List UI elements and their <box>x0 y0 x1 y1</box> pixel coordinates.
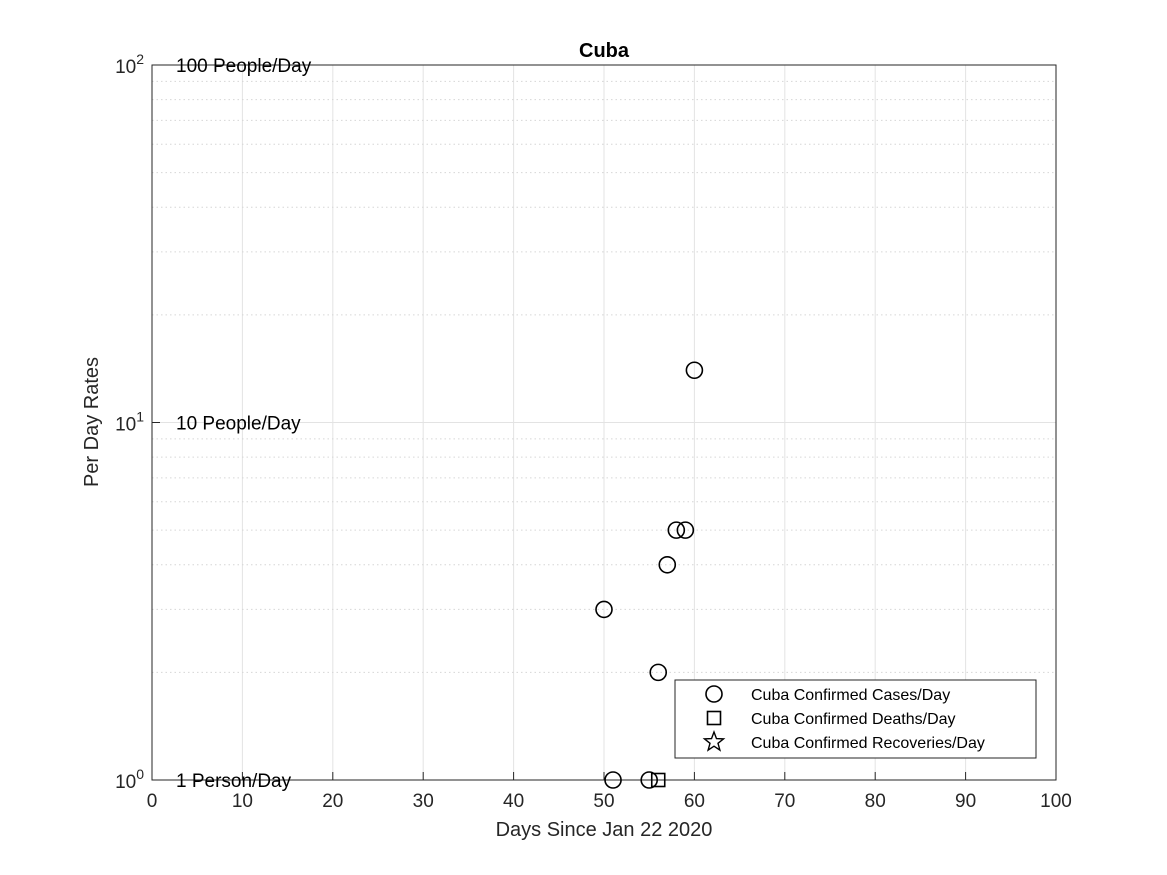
legend-label: Cuba Confirmed Deaths/Day <box>751 711 956 728</box>
legend-marker-circle <box>705 685 723 703</box>
cases-point <box>640 771 659 789</box>
x-tick-label: 10 <box>232 791 253 812</box>
cases-point <box>676 521 695 539</box>
x-tick-label: 40 <box>503 791 524 812</box>
legend-label: Cuba Confirmed Recoveries/Day <box>751 735 985 752</box>
y-tick-label: 102 <box>115 51 144 78</box>
cases-point <box>595 600 613 619</box>
annotation-label: 100 People/Day <box>176 56 312 77</box>
x-tick-label: 50 <box>593 791 614 812</box>
grid <box>152 65 1056 780</box>
data-marks <box>595 361 704 789</box>
cases-point <box>649 663 668 682</box>
y-axis-label: Per Day Rates <box>81 357 103 487</box>
legend-marker-star <box>702 730 726 752</box>
chart-title: Cuba <box>579 40 630 62</box>
x-tick-label: 80 <box>865 791 886 812</box>
cases-point <box>667 521 686 539</box>
x-tick-label: 20 <box>322 791 343 812</box>
cases-point <box>604 771 622 789</box>
annotation-label: 1 Person/Day <box>176 771 292 792</box>
legend-marker-square <box>706 710 722 726</box>
legend: Cuba Confirmed Cases/Day Cuba Confirmed D… <box>674 679 1037 759</box>
annotation-label: 10 People/Day <box>176 414 301 435</box>
legend-label: Cuba Confirmed Cases/Day <box>751 687 950 704</box>
ticks: 0 10 20 30 40 50 60 70 80 90 100 100 101 102 <box>115 51 1072 812</box>
y-tick-label: 101 <box>115 409 144 436</box>
x-tick-label: 100 <box>1040 791 1072 812</box>
y-tick-label: 100 <box>115 766 144 793</box>
x-tick-label: 0 <box>147 791 158 812</box>
cases-point <box>685 361 704 380</box>
x-tick-label: 90 <box>955 791 976 812</box>
x-tick-label: 70 <box>774 791 795 812</box>
cases-point <box>658 555 677 574</box>
x-tick-label: 30 <box>413 791 434 812</box>
annotations: 100 People/Day 10 People/Day 1 Person/Day <box>176 56 312 792</box>
x-axis-label: Days Since Jan 22 2020 <box>496 819 713 841</box>
legend-box <box>674 679 1037 759</box>
deaths-point <box>650 772 666 788</box>
x-tick-label: 60 <box>684 791 705 812</box>
